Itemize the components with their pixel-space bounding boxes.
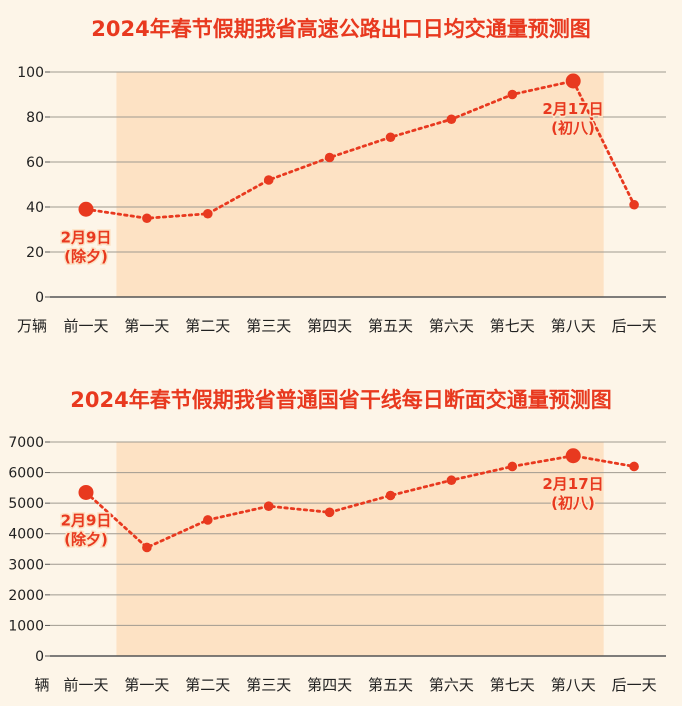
data-point (263, 501, 274, 512)
y-tick-label: 3000 (8, 557, 44, 573)
data-point (324, 152, 335, 163)
y-tick-label: 100 (17, 65, 44, 81)
x-tick-label: 第六天 (429, 317, 474, 335)
chart1-title: 2024年春节假期我省高速公路出口日均交通量预测图 (91, 17, 590, 41)
x-tick-label: 前一天 (63, 676, 108, 694)
data-point (446, 475, 457, 486)
x-tick-label: 第四天 (307, 317, 352, 335)
x-tick-label: 后一天 (612, 676, 657, 694)
x-tick-label: 第八天 (551, 676, 596, 694)
data-point-highlight (565, 73, 581, 89)
data-point (142, 213, 152, 224)
annotation-label: (初八) (551, 494, 595, 512)
x-tick-label: 第七天 (490, 676, 535, 694)
y-tick-label: 7000 (8, 435, 44, 451)
x-tick-label: 第五天 (368, 676, 413, 694)
series-line (84, 79, 636, 220)
x-tick-label: 第二天 (185, 317, 230, 335)
y-tick-label: 4000 (8, 527, 44, 543)
series-line (84, 454, 636, 550)
data-point (629, 461, 639, 472)
x-tick-label: 第八天 (551, 317, 596, 335)
x-tick-label: 前一天 (63, 317, 108, 335)
chart2-title: 2024年春节假期我省普通国省干线每日断面交通量预测图 (70, 388, 611, 412)
y-tick-label: 0 (35, 290, 44, 306)
data-point (203, 208, 213, 219)
x-tick-label: 第四天 (307, 676, 352, 694)
x-tick-label: 第三天 (246, 317, 291, 335)
annotation-label: 2月9日 (61, 228, 112, 246)
data-point-highlight (78, 201, 94, 217)
data-point-highlight (565, 448, 581, 464)
x-tick-label: 第七天 (490, 317, 535, 335)
data-point (507, 89, 518, 100)
x-tick-label: 第三天 (246, 676, 291, 694)
y-tick-label: 0 (35, 649, 44, 665)
x-tick-label: 第一天 (124, 317, 169, 335)
y-axis-unit-label: 万辆 (17, 317, 47, 335)
chart1-highway-exit: 0 20 40 60 80 100 万辆 前一天 第一天 第二天 第三天 第四天 第五天 第六天 第七天 第八… (17, 65, 666, 335)
annotation-label: (初八) (551, 119, 595, 137)
highlight-band (116, 72, 604, 297)
x-tick-label: 第一天 (124, 676, 169, 694)
y-tick-label: 40 (26, 200, 44, 216)
annotation-label: 2月17日 (542, 475, 603, 493)
data-point (446, 114, 457, 125)
data-point (385, 132, 396, 143)
annotation-label: (除夕) (64, 247, 108, 265)
y-tick-label: 6000 (8, 466, 44, 482)
y-tick-label: 80 (26, 110, 44, 126)
y-tick-label: 20 (26, 245, 44, 261)
x-tick-label: 第六天 (429, 676, 474, 694)
y-tick-label: 2000 (8, 588, 44, 604)
y-tick-label: 1000 (8, 618, 44, 634)
chart2-trunk-road: 01000200030004000500060007000辆 前一天 第一天 第二天第… (8, 435, 666, 694)
y-tick-label: 5000 (8, 496, 44, 512)
data-point (507, 461, 518, 472)
data-point (142, 542, 152, 553)
x-tick-label: 第五天 (368, 317, 413, 335)
y-tick-label: 60 (26, 155, 44, 171)
annotation-label: 2月17日 (542, 100, 603, 118)
annotation-label: 2月9日 (61, 511, 112, 529)
data-point (324, 507, 335, 518)
data-point (203, 515, 213, 525)
y-axis-unit-label: 辆 (34, 676, 49, 694)
annotation-label: (除夕) (64, 530, 108, 548)
highlight-band (116, 442, 604, 656)
x-tick-label: 后一天 (612, 317, 657, 335)
x-tick-label: 第二天 (185, 676, 230, 694)
data-point (629, 199, 639, 210)
data-point (263, 175, 274, 185)
data-point-highlight (78, 484, 94, 500)
data-point (385, 490, 396, 501)
